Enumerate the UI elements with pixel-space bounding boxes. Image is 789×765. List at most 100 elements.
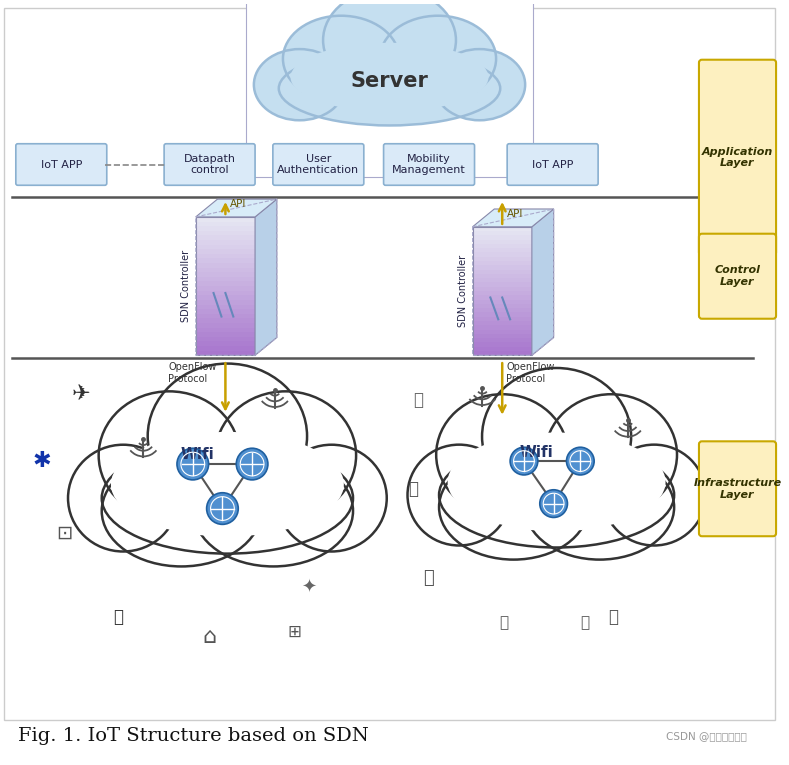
Text: Server: Server <box>350 71 428 91</box>
Bar <box>473 304 532 309</box>
Bar <box>196 226 255 232</box>
Bar <box>473 265 532 271</box>
Bar <box>196 245 255 250</box>
Bar <box>473 278 532 284</box>
Text: ✦: ✦ <box>301 578 316 597</box>
FancyBboxPatch shape <box>699 60 776 256</box>
Bar <box>473 261 532 266</box>
Ellipse shape <box>603 444 705 545</box>
Polygon shape <box>532 209 554 355</box>
Bar <box>473 226 532 232</box>
Text: Fig. 1. IoT Structure based on SDN: Fig. 1. IoT Structure based on SDN <box>18 727 368 745</box>
Ellipse shape <box>276 444 387 552</box>
Ellipse shape <box>177 448 208 480</box>
Ellipse shape <box>436 394 568 516</box>
Ellipse shape <box>567 448 594 475</box>
Text: ⌂: ⌂ <box>203 627 217 647</box>
FancyBboxPatch shape <box>4 8 775 720</box>
Text: Mobility
Management: Mobility Management <box>392 154 466 175</box>
Bar <box>196 337 255 343</box>
Bar <box>473 291 532 296</box>
Bar <box>196 277 255 282</box>
Text: 🛏: 🛏 <box>581 615 590 630</box>
Text: User
Authentication: User Authentication <box>277 154 360 175</box>
Polygon shape <box>473 209 554 226</box>
Bar <box>196 341 255 347</box>
Text: Infrastructure
Layer: Infrastructure Layer <box>694 478 782 500</box>
Text: ⊞: ⊞ <box>288 623 301 641</box>
Bar <box>473 274 532 279</box>
Bar <box>473 347 532 352</box>
Bar <box>473 257 532 262</box>
Ellipse shape <box>283 16 399 102</box>
Text: IoT APP: IoT APP <box>532 160 574 170</box>
Text: CSDN @神一样的老师: CSDN @神一样的老师 <box>666 731 746 741</box>
Bar <box>473 317 532 322</box>
Ellipse shape <box>111 432 344 536</box>
Bar <box>473 287 532 292</box>
Ellipse shape <box>540 490 567 517</box>
Text: Application
Layer: Application Layer <box>702 147 773 168</box>
Bar <box>196 323 255 329</box>
Bar <box>196 268 255 273</box>
Text: Control
Layer: Control Layer <box>715 265 761 287</box>
Ellipse shape <box>439 443 674 548</box>
Bar <box>196 309 255 314</box>
Bar <box>473 325 532 330</box>
Bar <box>473 312 532 317</box>
Text: Datapath
control: Datapath control <box>184 154 236 175</box>
Text: 📱: 📱 <box>408 480 418 498</box>
Text: ✱: ✱ <box>32 451 50 471</box>
Text: OpenFlow
Protocol: OpenFlow Protocol <box>507 363 555 384</box>
FancyBboxPatch shape <box>164 144 255 185</box>
Bar <box>196 327 255 334</box>
Ellipse shape <box>236 448 268 480</box>
FancyBboxPatch shape <box>273 144 364 185</box>
Ellipse shape <box>545 394 677 516</box>
Bar <box>473 321 532 327</box>
Bar <box>473 308 532 314</box>
Text: 📡: 📡 <box>413 391 423 409</box>
FancyBboxPatch shape <box>246 0 533 177</box>
FancyBboxPatch shape <box>507 144 598 185</box>
Bar <box>473 231 532 236</box>
Bar <box>196 295 255 301</box>
Text: ⬛: ⬛ <box>114 608 124 627</box>
Bar <box>196 254 255 259</box>
Ellipse shape <box>99 392 240 519</box>
Text: OpenFlow
Protocol: OpenFlow Protocol <box>168 363 216 384</box>
Bar <box>196 236 255 241</box>
Text: ✈: ✈ <box>72 385 91 405</box>
Bar <box>196 240 255 246</box>
Ellipse shape <box>290 43 488 112</box>
Ellipse shape <box>525 454 674 560</box>
Bar <box>473 351 532 356</box>
Polygon shape <box>196 199 277 217</box>
Ellipse shape <box>102 455 261 566</box>
Text: SDN Controller: SDN Controller <box>181 250 191 322</box>
Bar <box>473 244 532 249</box>
Bar <box>473 300 532 305</box>
Bar <box>196 346 255 352</box>
Bar <box>196 231 255 236</box>
Ellipse shape <box>407 444 510 545</box>
Bar <box>196 282 255 287</box>
Ellipse shape <box>439 454 588 560</box>
Bar <box>196 304 255 310</box>
Text: 📊: 📊 <box>499 615 509 630</box>
Bar <box>473 343 532 348</box>
Bar <box>473 334 532 339</box>
Ellipse shape <box>102 443 353 554</box>
Bar <box>473 226 532 355</box>
Bar <box>473 269 532 275</box>
Ellipse shape <box>207 493 238 524</box>
Bar <box>196 291 255 296</box>
Bar <box>196 286 255 291</box>
Bar <box>196 350 255 356</box>
Bar <box>196 263 255 269</box>
Bar <box>196 217 255 223</box>
Bar <box>473 295 532 301</box>
FancyBboxPatch shape <box>383 144 474 185</box>
FancyBboxPatch shape <box>16 144 107 185</box>
Bar <box>196 217 255 355</box>
